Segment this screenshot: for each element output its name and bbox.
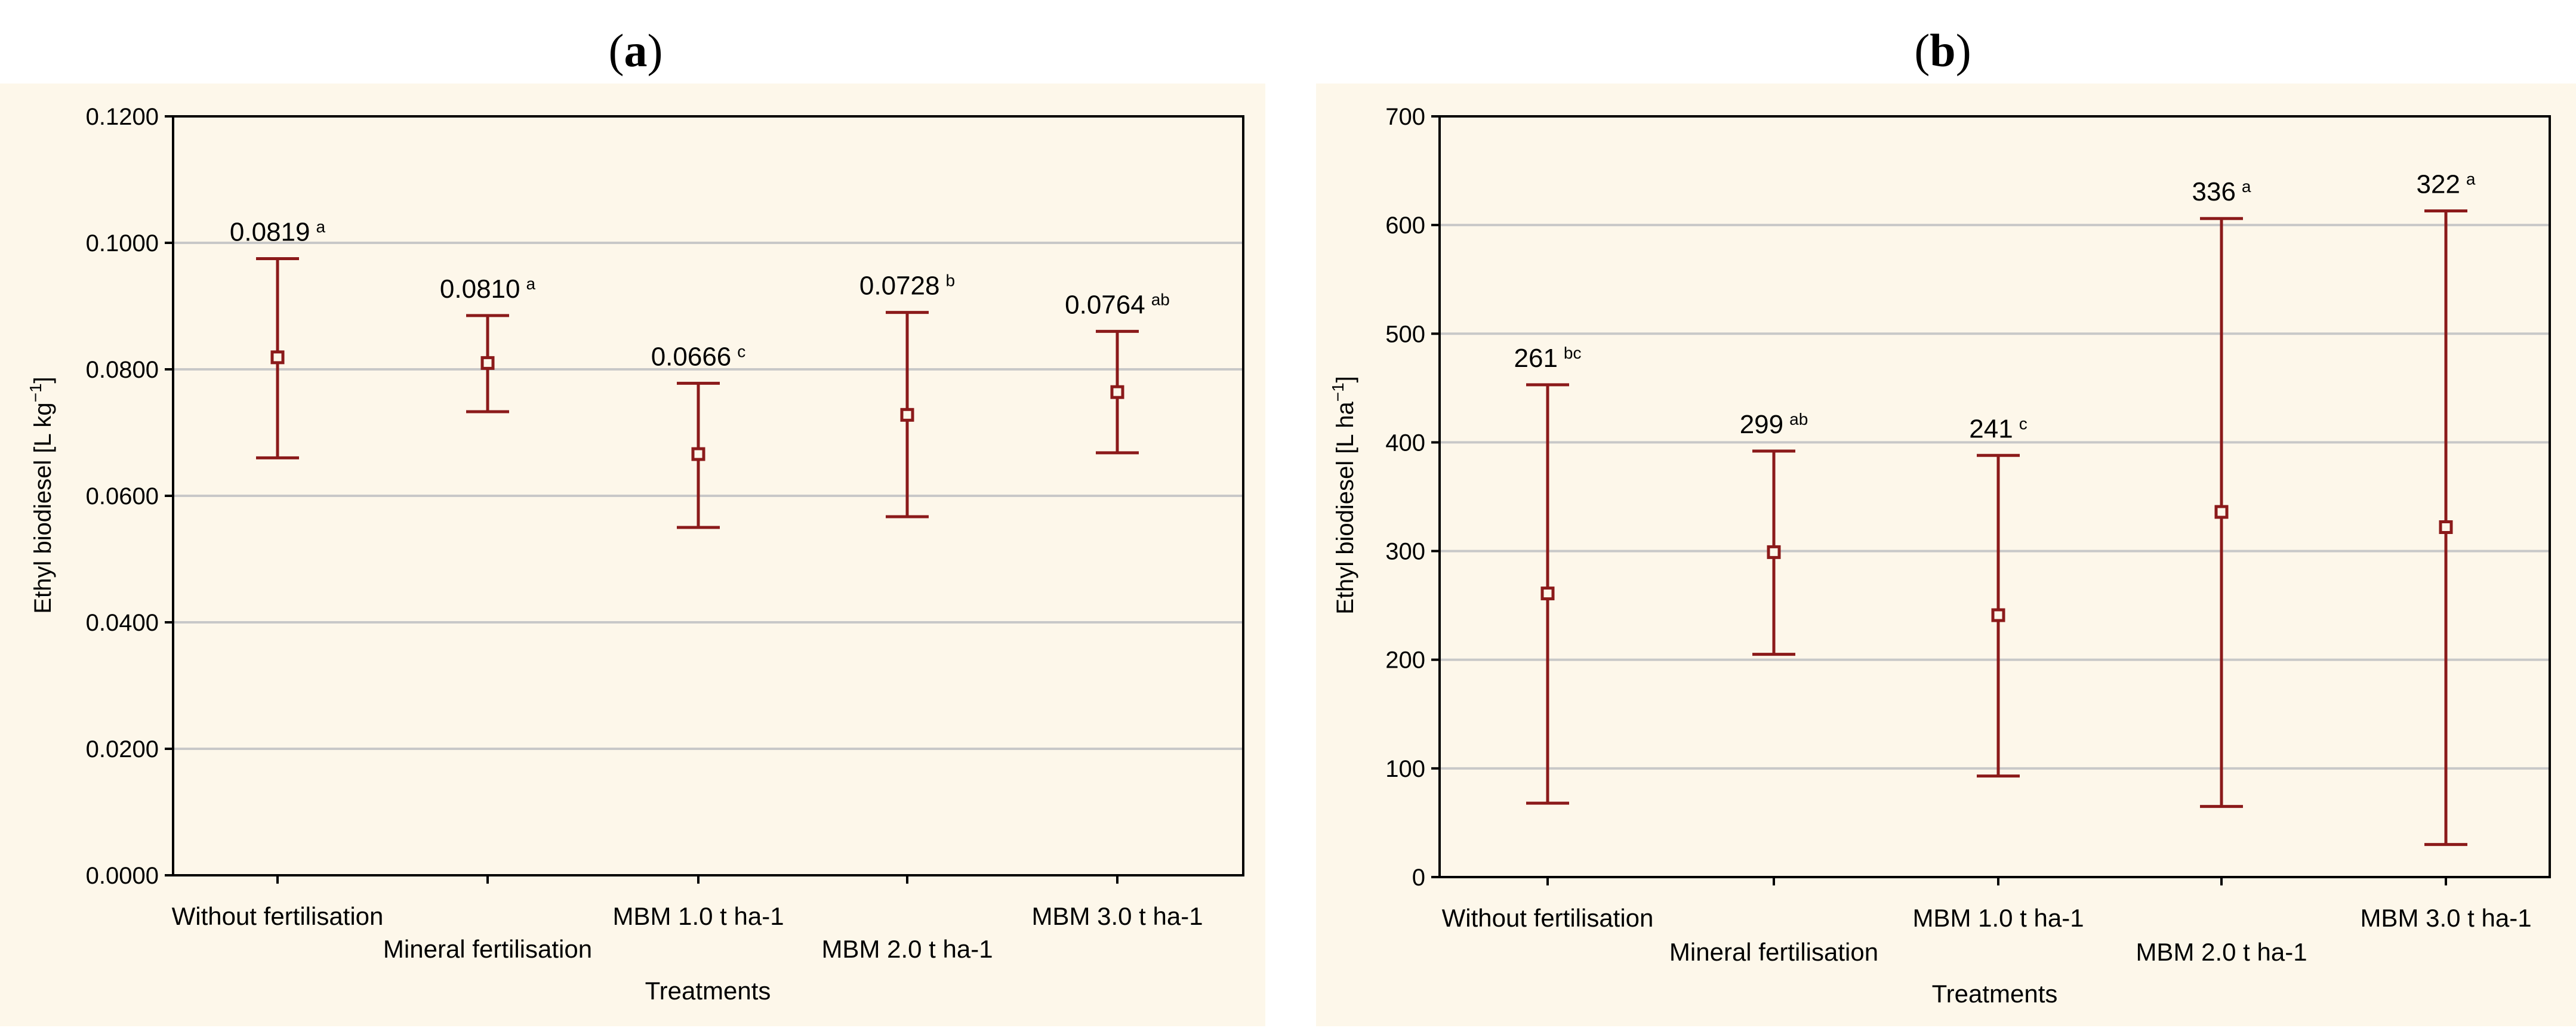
significance-letter: ab [1151,290,1170,308]
error-bar-group: 0.0728 b [859,271,955,518]
x-tick-label: MBM 3.0 t ha-1 [2360,904,2531,932]
error-bar-group: 0.0764 ab [1065,290,1170,455]
value-label: 299 ab [1740,410,1808,439]
data-point [1991,608,2005,622]
value-label: 0.0728 b [859,271,955,301]
x-tick-label: MBM 2.0 t ha-1 [821,935,993,963]
significance-letter: b [946,271,956,290]
significance-letter: ab [1789,410,1808,428]
data-point [1767,545,1781,559]
y-tick-label: 500 [1385,321,1425,347]
error-bar-group: 299 ab [1740,410,1808,656]
significance-letter: a [316,218,326,236]
y-tick-label: 600 [1385,212,1425,239]
plot-frame [1438,115,2551,878]
significance-letter: a [526,274,536,293]
significance-letter: bc [1564,344,1582,362]
value-label: 322 a [2417,169,2476,199]
y-tick-label: 400 [1385,430,1425,456]
y-tick-label: 0.1000 [86,230,159,257]
error-bar-group: 322 a [2417,169,2476,846]
data-point [480,356,495,370]
x-axis-label: Treatments [645,977,771,1005]
panel-b-title: (b) [1914,24,1971,76]
y-tick-label: 700 [1385,104,1425,130]
x-tick-label: MBM 1.0 t ha-1 [612,902,784,930]
error-bar-group: 0.0819 a [230,218,326,459]
value-label: 0.0764 ab [1065,290,1170,319]
significance-letter: a [2466,169,2476,188]
panel-b-label: b [1930,24,1956,76]
data-point [2214,505,2229,519]
value-label: 0.0819 a [230,218,326,247]
chart-panel-b: 261 bc 299 ab 241 c 336 a 322 a 0 100 200 300 400 500 6… [1316,84,2576,1026]
y-tick-label: 200 [1385,647,1425,674]
significance-letter: c [2019,414,2027,433]
value-label: 336 a [2192,177,2251,206]
value-label: 0.0666 c [651,342,746,371]
error-bar-group: 261 bc [1514,344,1582,805]
y-tick-label: 0.0800 [86,357,159,383]
x-tick-label: MBM 1.0 t ha-1 [1912,904,2084,932]
x-tick-label: Without fertilisation [1442,904,1654,932]
x-tick-label: Mineral fertilisation [383,935,592,963]
y-axis-label: Ethyl biodiesel [L kg−1] [26,376,56,613]
x-axis-label: Treatments [1932,980,2058,1008]
data-point [1110,385,1124,399]
x-tick-label: MBM 3.0 t ha-1 [1031,902,1203,930]
y-tick-label: 0.0200 [86,736,159,763]
value-label: 0.0810 a [440,274,536,304]
y-tick-label: 0.0600 [86,483,159,510]
y-axis-label: Ethyl biodiesel [L ha−1] [1329,376,1358,615]
significance-letter: a [2242,177,2251,196]
y-tick-label: 300 [1385,539,1425,565]
data-point [270,350,285,365]
data-point [900,408,914,422]
panel-a-label: a [624,24,648,76]
chart-b: 261 bc 299 ab 241 c 336 a 322 a 0 100 200 300 400 500 6… [1329,104,2551,1008]
panel-a-title: (a) [608,24,663,76]
y-tick-label: 0.0400 [86,610,159,636]
x-tick-label: Without fertilisation [172,902,384,930]
error-bar-group: 336 a [2192,177,2251,808]
error-bar-group: 241 c [1969,414,2027,778]
y-tick-label: 100 [1385,756,1425,782]
y-tick-label: 0.0000 [86,863,159,889]
significance-letter: c [737,342,745,360]
data-point [691,447,705,461]
chart-a: 0.0819 a 0.0810 a 0.0666 c 0.0728 b 0.0764 ab 0.0… [26,104,1244,1005]
data-point [1540,587,1555,601]
y-tick-label: 0.1200 [86,104,159,130]
y-tick-label: 0 [1412,865,1425,891]
chart-panel-a: 0.0819 a 0.0810 a 0.0666 c 0.0728 b 0.0764 ab 0.0… [0,84,1265,1026]
error-bar-group: 0.0810 a [440,274,536,413]
error-bar-group: 0.0666 c [651,342,746,529]
x-tick-label: Mineral fertilisation [1669,938,1878,966]
x-tick-label: MBM 2.0 t ha-1 [2136,938,2307,966]
data-point [2439,520,2453,534]
value-label: 241 c [1969,414,2027,443]
value-label: 261 bc [1514,344,1582,373]
